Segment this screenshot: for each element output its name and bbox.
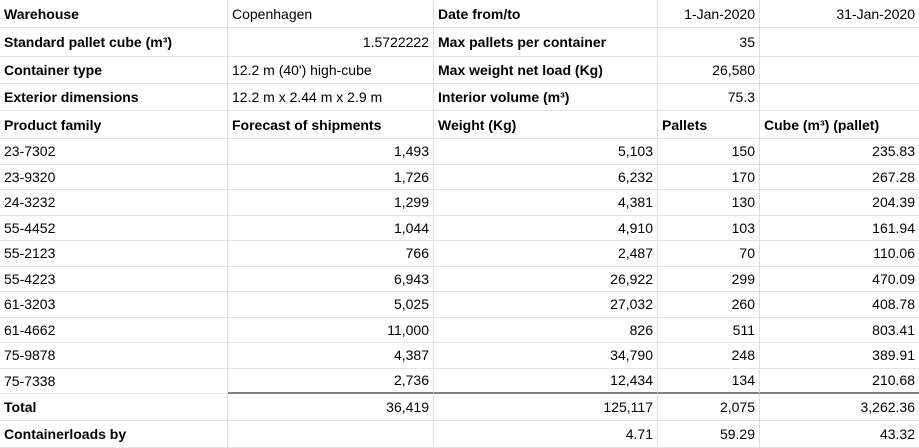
product-family-cell[interactable]: 75-7338 <box>0 368 228 394</box>
cube-cell[interactable]: 267.28 <box>760 164 919 190</box>
forecast-cell[interactable]: 1,493 <box>228 139 434 165</box>
date-to-cell[interactable]: 31-Jan-2020 <box>760 0 919 28</box>
pallets-cell[interactable]: 103 <box>658 215 760 241</box>
pallets-cell[interactable]: 134 <box>658 368 760 394</box>
total-weight-cell[interactable]: 125,117 <box>434 394 658 421</box>
cube-cell[interactable]: 803.41 <box>760 317 919 343</box>
exterior-dimensions-value-cell[interactable]: 12.2 m x 2.44 m x 2.9 m <box>228 84 434 111</box>
product-family-cell[interactable]: 55-4223 <box>0 266 228 292</box>
cube-cell[interactable]: 161.94 <box>760 215 919 241</box>
weight-cell[interactable]: 2,487 <box>434 241 658 267</box>
product-family-cell[interactable]: 23-7302 <box>0 139 228 165</box>
pallets-cell[interactable]: 299 <box>658 266 760 292</box>
total-label-cell[interactable]: Total <box>0 394 228 421</box>
cube-cell[interactable]: 204.39 <box>760 190 919 216</box>
pallets-cell[interactable]: 130 <box>658 190 760 216</box>
containerloads-cube-cell[interactable]: 43.32 <box>760 421 919 448</box>
weight-cell[interactable]: 826 <box>434 317 658 343</box>
weight-cell[interactable]: 6,232 <box>434 164 658 190</box>
interior-volume-label-cell[interactable]: Interior volume (m³) <box>434 84 658 111</box>
max-weight-value-cell[interactable]: 26,580 <box>658 57 760 84</box>
product-family-cell[interactable]: 61-4662 <box>0 317 228 343</box>
pallets-cell[interactable]: 511 <box>658 317 760 343</box>
forecast-cell[interactable]: 6,943 <box>228 266 434 292</box>
product-family-cell[interactable]: 55-2123 <box>0 241 228 267</box>
max-pallets-label-cell[interactable]: Max pallets per container <box>434 28 658 57</box>
forecast-cell[interactable]: 5,025 <box>228 292 434 318</box>
max-weight-label-cell[interactable]: Max weight net load (Kg) <box>434 57 658 84</box>
weight-cell[interactable]: 5,103 <box>434 139 658 165</box>
date-range-label-cell[interactable]: Date from/to <box>434 0 658 28</box>
pallets-cell[interactable]: 70 <box>658 241 760 267</box>
cube-cell[interactable]: 389.91 <box>760 343 919 369</box>
cube-cell[interactable]: 235.83 <box>760 139 919 165</box>
product-family-cell[interactable]: 75-9878 <box>0 343 228 369</box>
pallet-cube-value-cell[interactable]: 1.5722222 <box>228 28 434 57</box>
warehouse-label-cell[interactable]: Warehouse <box>0 0 228 28</box>
containerloads-label-cell[interactable]: Containerloads by <box>0 421 228 448</box>
date-from-cell[interactable]: 1-Jan-2020 <box>658 0 760 28</box>
pallets-cell[interactable]: 260 <box>658 292 760 318</box>
cube-cell[interactable]: 470.09 <box>760 266 919 292</box>
container-type-value-cell[interactable]: 12.2 m (40') high-cube <box>228 57 434 84</box>
total-forecast-cell[interactable]: 36,419 <box>228 394 434 421</box>
forecast-cell[interactable]: 1,726 <box>228 164 434 190</box>
weight-cell[interactable]: 27,032 <box>434 292 658 318</box>
max-pallets-value-cell[interactable]: 35 <box>658 28 760 57</box>
weight-cell[interactable]: 4,381 <box>434 190 658 216</box>
header-forecast-cell[interactable]: Forecast of shipments <box>228 111 434 139</box>
forecast-cell[interactable]: 1,044 <box>228 215 434 241</box>
empty-cell[interactable] <box>760 28 919 57</box>
empty-cell[interactable] <box>760 84 919 111</box>
containerloads-pallets-cell[interactable]: 59.29 <box>658 421 760 448</box>
empty-cell[interactable] <box>760 57 919 84</box>
cube-cell[interactable]: 110.06 <box>760 241 919 267</box>
pallets-cell[interactable]: 248 <box>658 343 760 369</box>
pallets-cell[interactable]: 170 <box>658 164 760 190</box>
cube-cell[interactable]: 210.68 <box>760 368 919 394</box>
total-cube-cell[interactable]: 3,262.36 <box>760 394 919 421</box>
header-weight-cell[interactable]: Weight (Kg) <box>434 111 658 139</box>
forecast-cell[interactable]: 766 <box>228 241 434 267</box>
header-cube-cell[interactable]: Cube (m³) (pallet) <box>760 111 919 139</box>
product-family-cell[interactable]: 24-3232 <box>0 190 228 216</box>
interior-volume-value-cell[interactable]: 75.3 <box>658 84 760 111</box>
pallet-cube-label-cell[interactable]: Standard pallet cube (m³) <box>0 28 228 57</box>
product-family-cell[interactable]: 61-3203 <box>0 292 228 318</box>
weight-cell[interactable]: 26,922 <box>434 266 658 292</box>
containerloads-weight-cell[interactable]: 4.71 <box>434 421 658 448</box>
product-family-cell[interactable]: 55-4452 <box>0 215 228 241</box>
containerloads-empty-cell[interactable] <box>228 421 434 448</box>
container-type-label-cell[interactable]: Container type <box>0 57 228 84</box>
header-product-family-cell[interactable]: Product family <box>0 111 228 139</box>
weight-cell[interactable]: 12,434 <box>434 368 658 394</box>
forecast-cell[interactable]: 4,387 <box>228 343 434 369</box>
weight-cell[interactable]: 34,790 <box>434 343 658 369</box>
header-pallets-cell[interactable]: Pallets <box>658 111 760 139</box>
pallets-cell[interactable]: 150 <box>658 139 760 165</box>
warehouse-value-cell[interactable]: Copenhagen <box>228 0 434 28</box>
forecast-cell[interactable]: 11,000 <box>228 317 434 343</box>
forecast-cell[interactable]: 1,299 <box>228 190 434 216</box>
total-pallets-cell[interactable]: 2,075 <box>658 394 760 421</box>
weight-cell[interactable]: 4,910 <box>434 215 658 241</box>
forecast-cell[interactable]: 2,736 <box>228 368 434 394</box>
product-family-cell[interactable]: 23-9320 <box>0 164 228 190</box>
exterior-dimensions-label-cell[interactable]: Exterior dimensions <box>0 84 228 111</box>
cube-cell[interactable]: 408.78 <box>760 292 919 318</box>
